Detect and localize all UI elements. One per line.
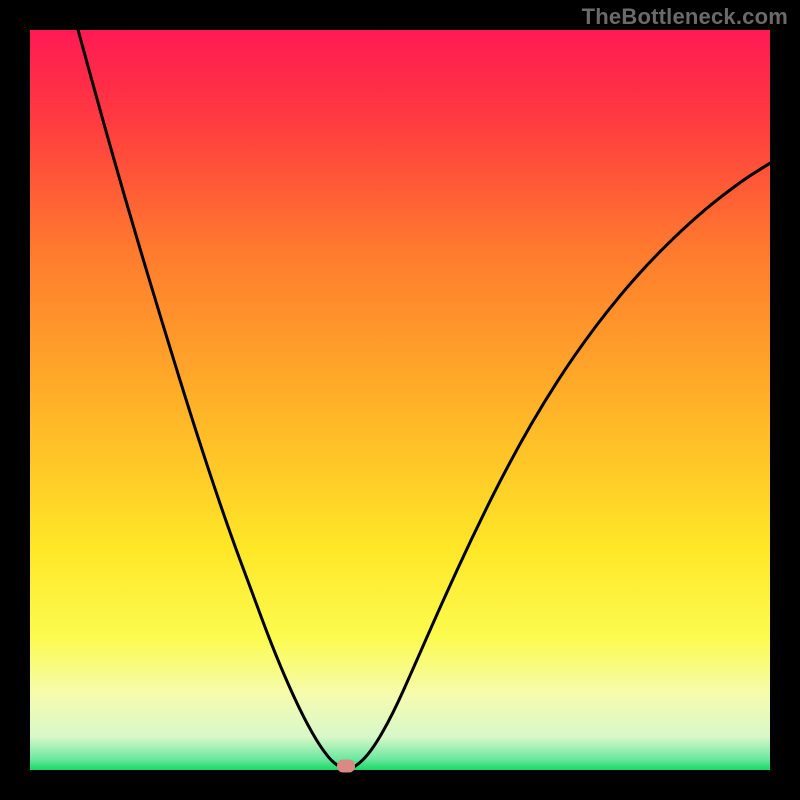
plot-area	[30, 30, 770, 770]
gradient-background	[30, 30, 770, 770]
chart-svg	[30, 30, 770, 770]
vertex-marker	[337, 760, 355, 773]
chart-frame: TheBottleneck.com	[0, 0, 800, 800]
watermark-text: TheBottleneck.com	[582, 4, 788, 30]
